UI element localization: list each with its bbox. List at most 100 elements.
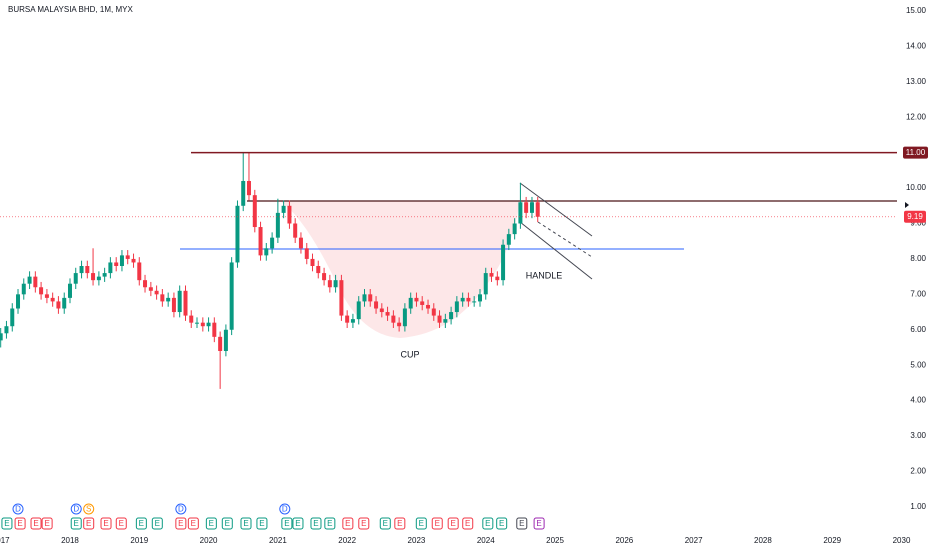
candle-body <box>16 294 21 309</box>
earnings-label: E <box>383 519 388 528</box>
candle-body <box>96 276 101 281</box>
candle-body <box>495 276 500 281</box>
candle-body <box>501 244 506 281</box>
x-tick-label: 2024 <box>477 536 495 545</box>
earnings-marker <box>1 517 13 530</box>
candle-body <box>44 294 49 298</box>
x-tick-label: 2021 <box>269 536 287 545</box>
candle-body <box>195 322 200 324</box>
x-tick-label: 2019 <box>130 536 148 545</box>
candle-body <box>350 319 355 323</box>
event-marker <box>12 503 24 515</box>
cup-label: CUP <box>400 349 419 359</box>
earnings-label: E <box>499 519 504 528</box>
candle-body <box>171 297 176 313</box>
candle-body <box>183 290 188 316</box>
candle-body <box>391 315 396 323</box>
earnings-marker <box>358 517 370 530</box>
candle-body <box>345 315 350 323</box>
earnings-label: E <box>435 519 440 528</box>
y-tick-label: 12.00 <box>906 112 927 121</box>
earnings-marker <box>115 517 127 530</box>
y-tick-label: 5.00 <box>910 360 926 369</box>
earnings-label: E <box>139 519 144 528</box>
candle-body <box>137 262 142 281</box>
earnings-label: E <box>155 519 160 528</box>
candle-body <box>258 227 263 256</box>
y-tick-label: 8.00 <box>910 254 926 263</box>
earnings-marker <box>175 517 187 530</box>
earnings-label: E <box>225 519 230 528</box>
candle-body <box>10 308 15 327</box>
event-label: S <box>86 505 91 514</box>
event-marker <box>83 503 95 515</box>
candle-body <box>212 322 217 337</box>
candle-body <box>472 301 477 303</box>
candle-body <box>67 283 72 298</box>
event-label: D <box>73 505 79 514</box>
earnings-marker <box>379 517 391 530</box>
earnings-label: E <box>451 519 456 528</box>
y-tick-label: 3.00 <box>910 431 926 440</box>
candle-body <box>402 308 407 327</box>
earnings-marker <box>151 517 163 530</box>
y-tick-label: 7.00 <box>910 289 926 298</box>
x-tick-label: 2020 <box>200 536 218 545</box>
earnings-marker <box>516 517 528 530</box>
candle-body <box>79 266 84 274</box>
y-tick-label: 14.00 <box>906 42 927 51</box>
earnings-label: E <box>74 519 79 528</box>
candle-body <box>512 223 517 235</box>
handle-label: HANDLE <box>526 270 563 280</box>
candle-body <box>114 262 119 267</box>
chart-title: BURSA MALAYSIA BHD, 1M, MYX <box>8 5 133 14</box>
earnings-label: E <box>345 519 350 528</box>
earnings-marker <box>41 517 53 530</box>
earnings-marker <box>70 517 82 530</box>
candle-body <box>506 234 511 245</box>
candle-body <box>270 237 275 249</box>
candle-body <box>316 266 321 274</box>
earnings-label: E <box>465 519 470 528</box>
candle-body <box>21 283 26 295</box>
earnings-label: E <box>485 519 490 528</box>
candle-body <box>252 195 257 228</box>
candle-body <box>62 297 67 309</box>
y-tick-label: 13.00 <box>906 77 927 86</box>
candle-body <box>119 255 124 267</box>
candle-body <box>50 297 55 302</box>
candle-body <box>339 280 344 316</box>
earnings-marker <box>187 517 199 530</box>
earnings-marker <box>324 517 336 530</box>
candle-body <box>160 294 165 302</box>
cup-shape <box>280 201 520 338</box>
earnings-label: E <box>33 519 38 528</box>
candle-body <box>304 248 309 259</box>
scroll-arrow[interactable] <box>905 202 909 208</box>
earnings-marker <box>482 517 494 530</box>
candle-body <box>460 297 465 302</box>
earnings-marker <box>83 517 95 530</box>
earnings-label: E <box>17 519 22 528</box>
candle-body <box>298 237 303 249</box>
last-price-box <box>904 210 926 223</box>
candle-body <box>449 312 454 320</box>
earnings-marker <box>431 517 443 530</box>
y-tick-label: 1.00 <box>910 502 926 511</box>
earnings-marker <box>205 517 217 530</box>
x-tick-label: 2029 <box>823 536 841 545</box>
earnings-label: E <box>327 519 332 528</box>
level-box <box>903 146 928 159</box>
candle-body <box>0 333 3 341</box>
earnings-marker <box>310 517 322 530</box>
earnings-label: E <box>295 519 300 528</box>
event-marker <box>70 503 82 515</box>
event-label: D <box>282 505 288 514</box>
earnings-marker <box>533 517 545 530</box>
y-tick-label: 6.00 <box>910 325 926 334</box>
candle-body <box>287 205 292 224</box>
x-tick-label: 2017 <box>0 536 10 545</box>
candle-body <box>483 273 488 295</box>
x-tick-label: 2027 <box>685 536 703 545</box>
earnings-label: E <box>103 519 108 528</box>
